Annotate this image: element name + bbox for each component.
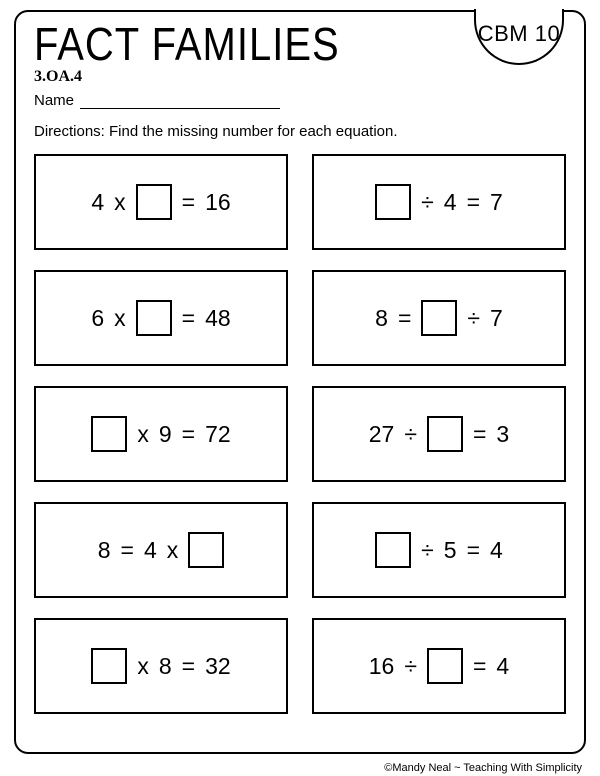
equation-token: 4 (496, 653, 509, 680)
equation-token: = (473, 421, 486, 448)
equation-token: = (182, 305, 195, 332)
problem-box: 27 ÷ = 3 (312, 386, 566, 482)
equation-token: = (398, 305, 411, 332)
equation-token: ÷ (404, 653, 417, 680)
equation-token: ÷ (404, 421, 417, 448)
equation-token: 8 (375, 305, 388, 332)
equation-token: = (121, 537, 134, 564)
worksheet-page: CBM 10 FACT FAMILIES 3.OA.4 Name Directi… (14, 10, 586, 754)
equation-token: 3 (496, 421, 509, 448)
equation-token: x (167, 537, 179, 564)
answer-blank[interactable] (421, 300, 457, 336)
equation-token: 5 (444, 537, 457, 564)
equation-token: 27 (369, 421, 395, 448)
directions-text: Directions: Find the missing number for … (34, 123, 566, 140)
equation-token: ÷ (467, 305, 480, 332)
problem-box: 8 = ÷ 7 (312, 270, 566, 366)
equation-token: 4 (91, 189, 104, 216)
equation-token: = (182, 421, 195, 448)
equation-token: 48 (205, 305, 231, 332)
problem-box: ÷ 5 = 4 (312, 502, 566, 598)
problem-box: 16 ÷ = 4 (312, 618, 566, 714)
answer-blank[interactable] (375, 184, 411, 220)
equation-token: = (467, 537, 480, 564)
problem-box: 6x = 48 (34, 270, 288, 366)
problem-box: 8 = 4x (34, 502, 288, 598)
equation-token: = (182, 653, 195, 680)
equation-token: 7 (490, 305, 503, 332)
copyright-footer: ©Mandy Neal ~ Teaching With Simplicity (384, 762, 582, 774)
standard-code: 3.OA.4 (34, 68, 566, 86)
equation-token: 16 (369, 653, 395, 680)
answer-blank[interactable] (136, 300, 172, 336)
name-row: Name (34, 92, 566, 109)
equation-token: 32 (205, 653, 231, 680)
equation-token: 6 (91, 305, 104, 332)
equation-token: = (473, 653, 486, 680)
name-input-line[interactable] (80, 95, 280, 109)
answer-blank[interactable] (375, 532, 411, 568)
answer-blank[interactable] (427, 648, 463, 684)
answer-blank[interactable] (427, 416, 463, 452)
problems-grid: 4x=16÷4=76x=488=÷7x9=7227÷=38=4x÷5=4x8=3… (34, 154, 566, 714)
equation-token: x (137, 653, 149, 680)
equation-token: 16 (205, 189, 231, 216)
answer-blank[interactable] (91, 648, 127, 684)
answer-blank[interactable] (188, 532, 224, 568)
equation-token: ÷ (421, 537, 434, 564)
answer-blank[interactable] (136, 184, 172, 220)
problem-box: x8 = 32 (34, 618, 288, 714)
equation-token: 72 (205, 421, 231, 448)
problem-box: x9 = 72 (34, 386, 288, 482)
equation-token: 4 (490, 537, 503, 564)
page-title: FACT FAMILIES (34, 22, 566, 68)
equation-token: 7 (490, 189, 503, 216)
equation-token: 9 (159, 421, 172, 448)
equation-token: ÷ (421, 189, 434, 216)
equation-token: = (467, 189, 480, 216)
equation-token: 8 (159, 653, 172, 680)
problem-box: ÷ 4 = 7 (312, 154, 566, 250)
equation-token: x (137, 421, 149, 448)
equation-token: x (114, 305, 126, 332)
equation-token: 8 (98, 537, 111, 564)
answer-blank[interactable] (91, 416, 127, 452)
equation-token: 4 (144, 537, 157, 564)
equation-token: = (182, 189, 195, 216)
equation-token: x (114, 189, 126, 216)
name-label: Name (34, 92, 74, 109)
equation-token: 4 (444, 189, 457, 216)
problem-box: 4x = 16 (34, 154, 288, 250)
